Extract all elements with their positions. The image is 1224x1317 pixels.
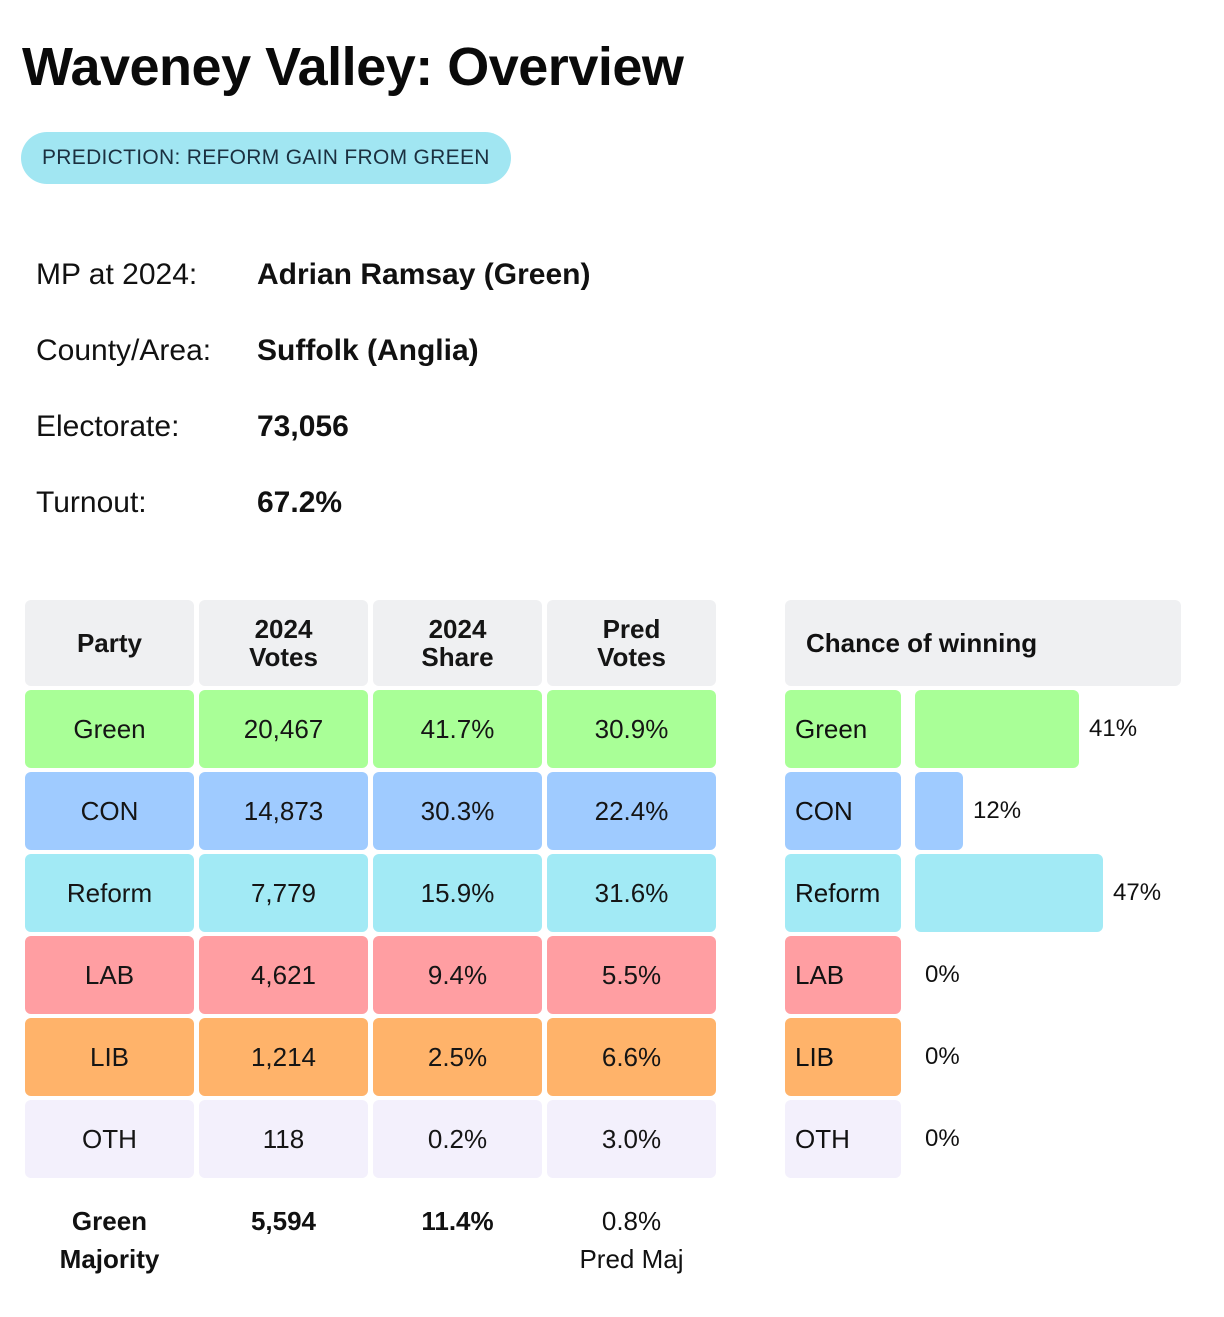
chance-bar-green [915, 690, 1079, 768]
chance-party-lab: LAB [785, 936, 901, 1014]
header-share-line1: 2024 [428, 614, 487, 644]
chance-pct-green: 41% [1089, 715, 1138, 742]
majority-label: Green Majority [25, 1202, 194, 1278]
header-votes-line2: Votes [249, 642, 318, 672]
row-oth-share: 0.2% [373, 1100, 542, 1178]
row-reform-share: 15.9% [373, 854, 542, 932]
turnout-label: Turnout: [36, 486, 147, 519]
row-lab-share: 9.4% [373, 936, 542, 1014]
predicted-majority-value: 0.8% [601, 1206, 662, 1236]
majority-label-line1: Green [71, 1206, 148, 1236]
row-con-votes: 14,873 [199, 772, 368, 850]
header-party: Party [25, 600, 194, 686]
row-con-party: CON [25, 772, 194, 850]
chance-header: Chance of winning [785, 600, 1181, 686]
header-pred-line1: Pred [602, 614, 661, 644]
row-green-pred: 30.9% [547, 690, 716, 768]
mp-label: MP at 2024: [36, 258, 198, 291]
header-share-line2: Share [421, 642, 494, 672]
chance-pct-lib: 0% [925, 1043, 960, 1070]
chance-pct-reform: 47% [1113, 879, 1162, 906]
row-green-share: 41.7% [373, 690, 542, 768]
row-oth-votes: 118 [199, 1100, 368, 1178]
row-oth-pred: 3.0% [547, 1100, 716, 1178]
row-lib-pred: 6.6% [547, 1018, 716, 1096]
chance-pct-lab: 0% [925, 961, 960, 988]
chance-party-con: CON [785, 772, 901, 850]
row-lab-pred: 5.5% [547, 936, 716, 1014]
chance-party-oth: OTH [785, 1100, 901, 1178]
predicted-majority: 0.8% Pred Maj [547, 1202, 716, 1278]
header-pred-line2: Votes [597, 642, 666, 672]
row-lib-party: LIB [25, 1018, 194, 1096]
row-oth-party: OTH [25, 1100, 194, 1178]
chance-party-reform: Reform [785, 854, 901, 932]
header-votes: 2024 Votes [199, 600, 368, 686]
row-lab-votes: 4,621 [199, 936, 368, 1014]
predicted-majority-label: Pred Maj [579, 1244, 684, 1274]
row-reform-pred: 31.6% [547, 854, 716, 932]
row-lib-votes: 1,214 [199, 1018, 368, 1096]
row-green-votes: 20,467 [199, 690, 368, 768]
majority-votes: 5,594 [250, 1206, 317, 1236]
prediction-badge: PREDICTION: REFORM GAIN FROM GREEN [21, 132, 511, 184]
row-reform-party: Reform [25, 854, 194, 932]
electorate-value: 73,056 [257, 410, 349, 443]
majority-label-line2: Majority [59, 1244, 160, 1274]
row-lib-share: 2.5% [373, 1018, 542, 1096]
county-value: Suffolk (Anglia) [257, 334, 479, 367]
chance-party-green: Green [785, 690, 901, 768]
header-votes-line1: 2024 [254, 614, 313, 644]
row-green-party: Green [25, 690, 194, 768]
row-con-pred: 22.4% [547, 772, 716, 850]
majority-share: 11.4% [421, 1206, 494, 1236]
row-reform-votes: 7,779 [199, 854, 368, 932]
page-title: Waveney Valley: Overview [22, 37, 684, 97]
header-share: 2024 Share [373, 600, 542, 686]
row-con-share: 30.3% [373, 772, 542, 850]
chance-bar-con [915, 772, 963, 850]
mp-value: Adrian Ramsay (Green) [257, 258, 591, 291]
chance-party-lib: LIB [785, 1018, 901, 1096]
chance-pct-con: 12% [973, 797, 1022, 824]
county-label: County/Area: [36, 334, 212, 367]
row-lab-party: LAB [25, 936, 194, 1014]
chance-pct-oth: 0% [925, 1125, 960, 1152]
electorate-label: Electorate: [36, 410, 180, 443]
chance-bar-reform [915, 854, 1103, 932]
header-pred: Pred Votes [547, 600, 716, 686]
turnout-value: 67.2% [257, 486, 343, 519]
header-party-label: Party [76, 628, 143, 658]
